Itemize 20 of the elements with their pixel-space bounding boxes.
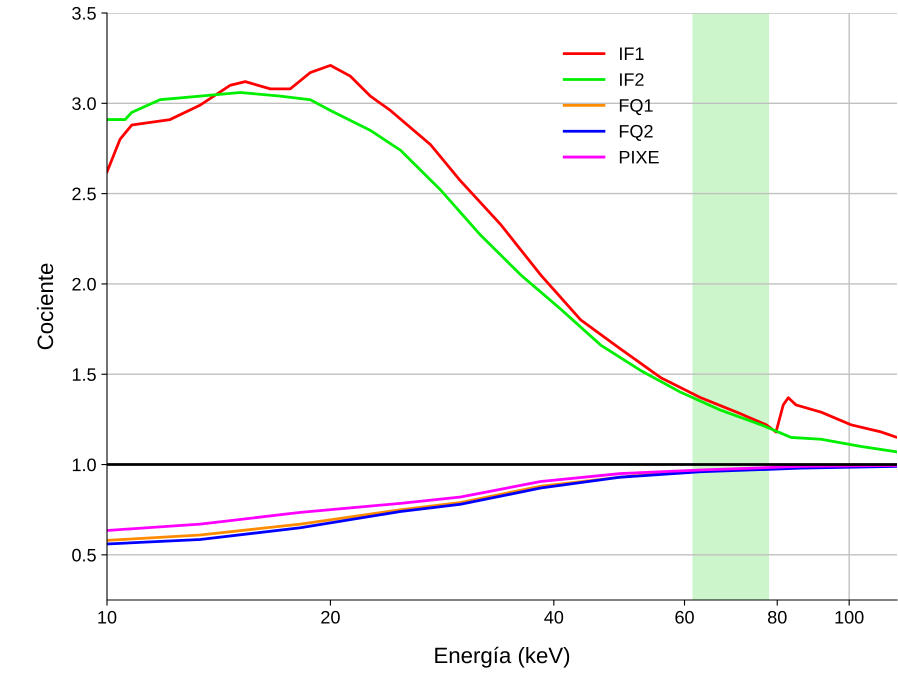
y-tick-label: 2.5: [72, 188, 96, 200]
legend-label: PIXE: [620, 150, 659, 164]
x-tick-label: 60: [675, 610, 694, 624]
x-tick-label: 10: [98, 610, 116, 624]
y-tick-label: 2.0: [72, 278, 96, 291]
y-axis-title: Cociente: [36, 264, 54, 350]
y-tick-label: 3.5: [72, 6, 96, 20]
x-tick-label: 20: [321, 610, 340, 624]
legend-label: IF2: [620, 73, 644, 86]
y-tick-label: 3.0: [72, 97, 96, 110]
x-axis-title: Energía (keV): [435, 646, 570, 668]
y-tick-label: 1.5: [72, 368, 96, 381]
legend-label: IF1: [620, 48, 644, 60]
x-tick-label: 100: [835, 610, 864, 624]
legend-label: FQ1: [620, 99, 653, 116]
x-tick-label: 80: [768, 610, 787, 624]
y-tick-label: 0.5: [72, 548, 96, 562]
legend-label: FQ2: [620, 124, 653, 141]
y-tick-label: 1.0: [72, 458, 96, 472]
x-tick-label: 40: [544, 610, 564, 624]
